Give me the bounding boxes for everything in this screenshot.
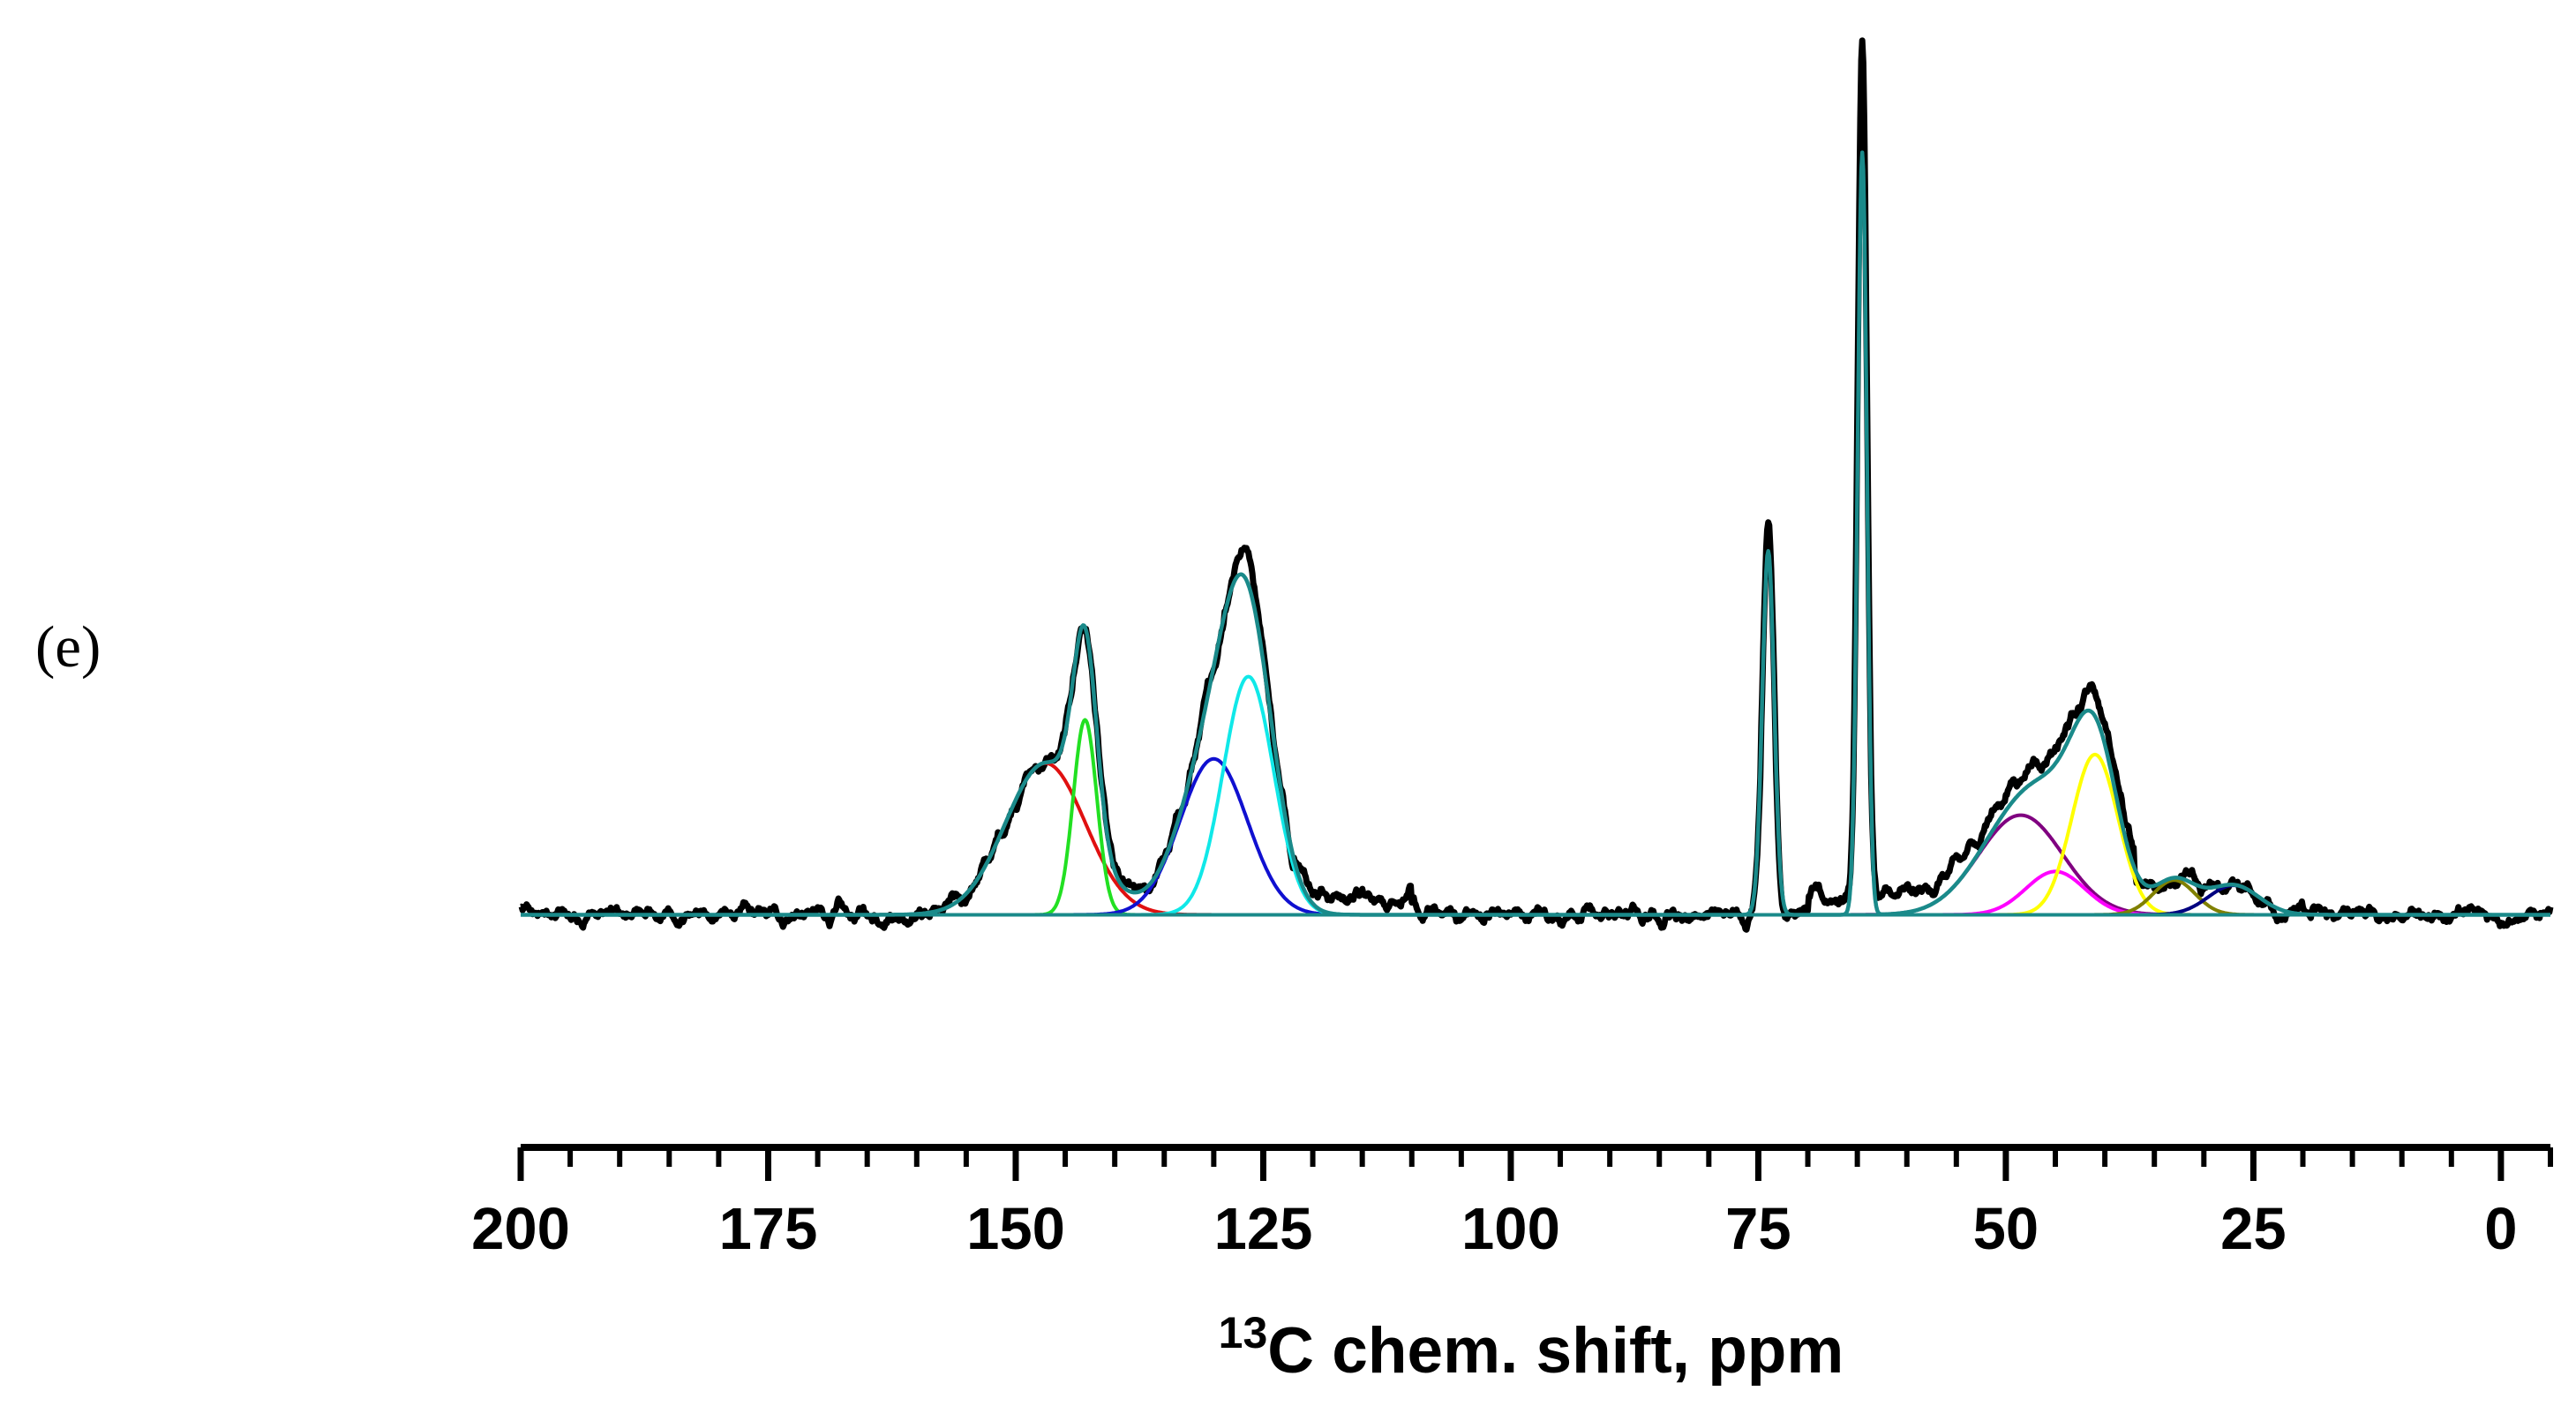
series-envelope xyxy=(519,150,2552,917)
x-axis-title-text: C chem. shift, ppm xyxy=(1267,1315,1844,1387)
x-axis: 200 175 150 125 100 75 50 25 0 xyxy=(471,1144,2553,1262)
x-tick-label: 0 xyxy=(2484,1196,2517,1262)
x-tick-label: 75 xyxy=(1725,1196,1791,1262)
x-tick-label: 25 xyxy=(2220,1196,2287,1262)
x-tick-label: 50 xyxy=(1973,1196,2039,1262)
x-tick-label: 100 xyxy=(1461,1196,1560,1262)
series-p48 xyxy=(520,813,2551,917)
series-p126 xyxy=(520,674,2551,917)
x-tick-label: 175 xyxy=(719,1196,818,1262)
x-tick-label: 200 xyxy=(471,1196,570,1262)
x-axis-title-superscript: 13 xyxy=(1219,1308,1268,1357)
x-axis-ticks xyxy=(517,1147,2553,1181)
x-tick-label: 150 xyxy=(966,1196,1065,1262)
x-axis-title: 13C chem. shift, ppm xyxy=(1219,1308,1844,1387)
series-p64 xyxy=(520,150,2551,917)
x-axis-tick-labels: 200 175 150 125 100 75 50 25 0 xyxy=(471,1196,2517,1262)
x-tick-label: 125 xyxy=(1214,1196,1313,1262)
series-experimental xyxy=(518,37,2554,933)
series-p74 xyxy=(520,549,2551,917)
series-layer xyxy=(518,37,2554,933)
panel-label: (e) xyxy=(35,614,101,680)
